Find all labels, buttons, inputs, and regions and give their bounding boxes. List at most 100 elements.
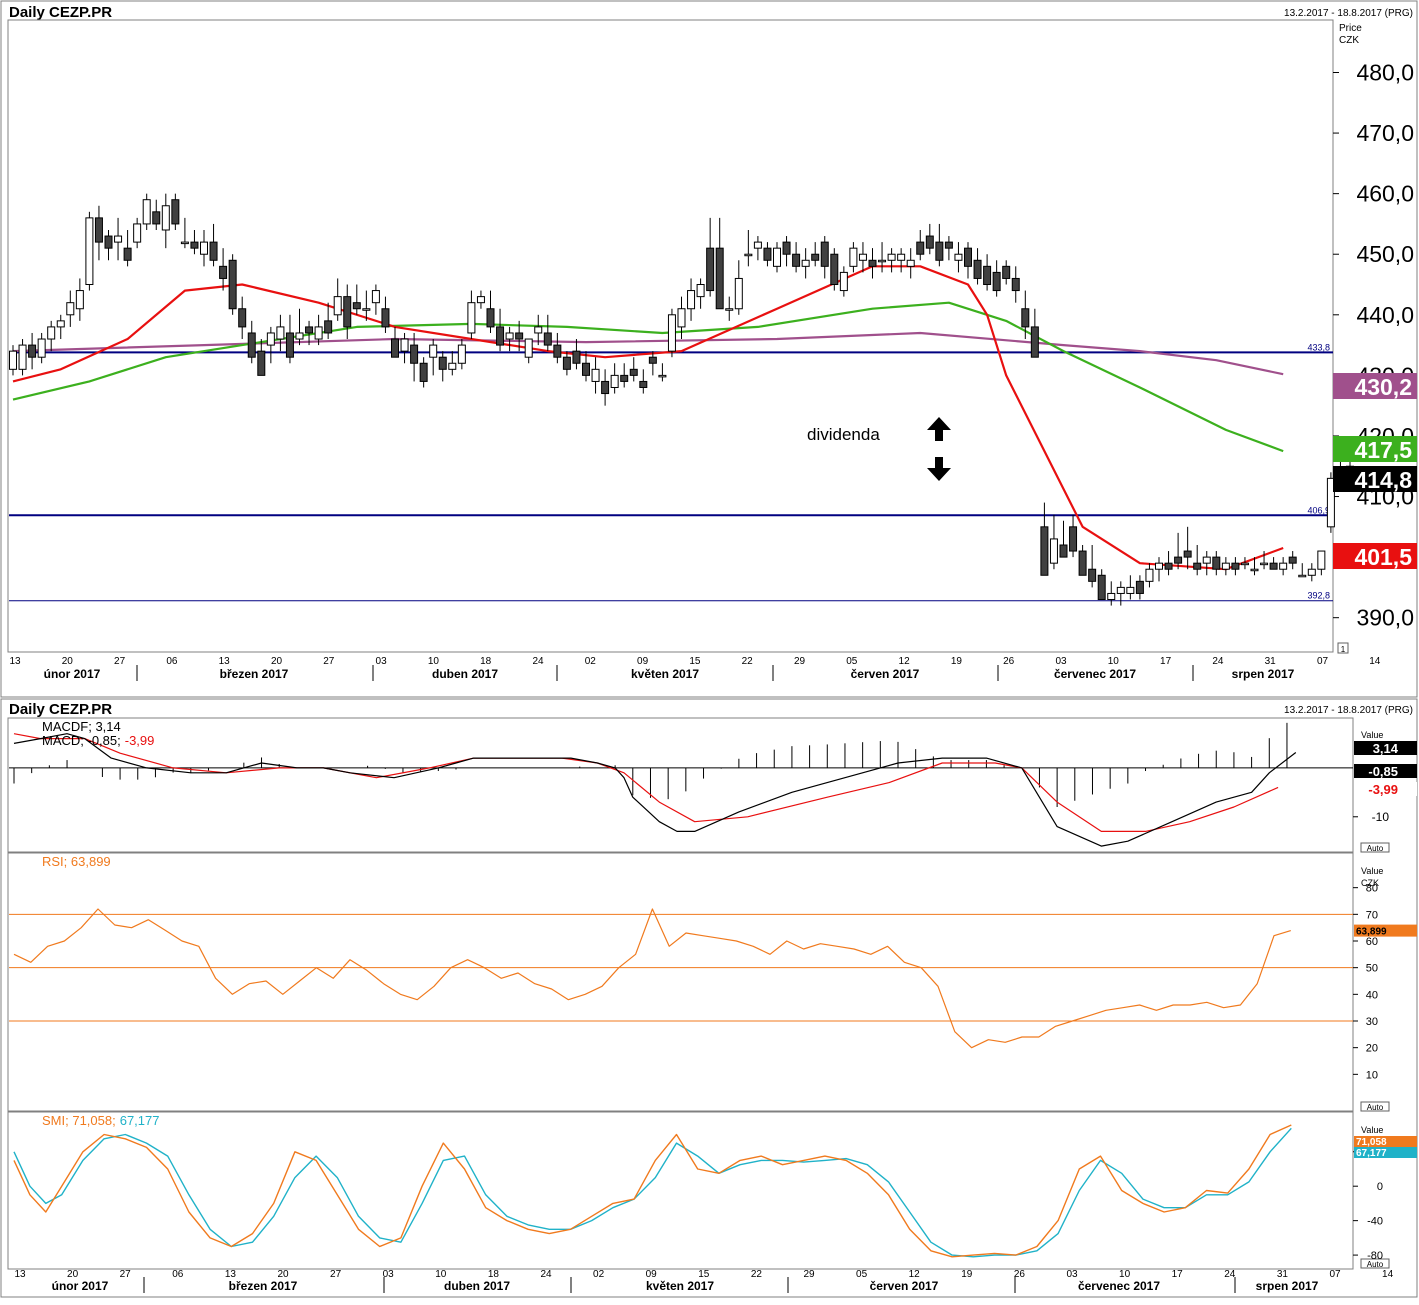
candle-body [648, 356, 657, 364]
smi-line [13, 1124, 1292, 1258]
bottom-time-axis: 13 20 27 06 13 20 27 03 10 18 24 02 09 15 22 29 05 12 19 26… [14, 1269, 1394, 1293]
candle-body [314, 326, 323, 340]
horizontal-line-label: 433,8 [1307, 342, 1330, 352]
candle-body [744, 253, 753, 257]
rsi-tick-label: 60 [1366, 936, 1378, 948]
candle-body [391, 338, 399, 358]
ma-red-line [12, 265, 1284, 571]
last-value-badges: 430,2 417,5 414,8 401,5 [1333, 373, 1417, 570]
smi-tick-label: -40 [1367, 1216, 1383, 1228]
candle-body [897, 253, 906, 261]
day-tick-label: 19 [961, 1269, 973, 1280]
bottom-panel-border [0, 698, 1418, 1298]
day-tick-label: 24 [1224, 1269, 1236, 1280]
rsi-tick-label: 20 [1366, 1043, 1378, 1055]
macdf-legend: MACDF; 3,14 [42, 719, 121, 734]
ma-green-line [12, 301, 1284, 453]
rsi-czk-label: CZK [1361, 878, 1379, 888]
day-tick-label: 20 [62, 656, 74, 667]
day-tick-label: 24 [1212, 656, 1224, 667]
month-label: únor 2017 [52, 1279, 109, 1293]
day-tick-label: 26 [1003, 656, 1015, 667]
macd-last-value-label: -3,99 [1368, 782, 1398, 797]
dividend-annotation: dividenda [807, 425, 880, 444]
day-tick-label: 10 [1108, 656, 1120, 667]
macd-value-label: Value [1361, 730, 1383, 740]
day-tick-label: 20 [67, 1269, 79, 1280]
candle-body [1155, 562, 1163, 570]
candle-body [935, 241, 944, 261]
candle-body [276, 326, 285, 340]
candle-body [878, 259, 887, 263]
price-tick-label: 390,0 [1356, 605, 1414, 631]
candle-body [1260, 562, 1269, 566]
day-tick-label: 03 [1066, 1269, 1078, 1280]
candle-body [1097, 574, 1106, 601]
scale-toggle-label: 1 [1341, 645, 1346, 654]
candle-body [1059, 544, 1068, 558]
candle-body [992, 271, 1001, 292]
day-tick-label: 31 [1277, 1269, 1289, 1280]
day-tick-label: 29 [803, 1269, 815, 1280]
arrow-up-icon [927, 417, 951, 441]
candle-body [410, 344, 419, 364]
candle-body [782, 241, 791, 255]
day-tick-label: 10 [1119, 1269, 1131, 1280]
candle-body [104, 235, 113, 249]
day-tick-label: 18 [488, 1269, 500, 1280]
candle-body [763, 247, 772, 261]
candle-body [1011, 277, 1020, 292]
candle-body [266, 332, 275, 346]
scale-toggle-icon[interactable] [1337, 642, 1349, 654]
candle-body [983, 265, 992, 286]
horizontal-line-label: 392,8 [1307, 591, 1330, 601]
candle-body [572, 350, 581, 364]
day-tick-label: 27 [114, 656, 126, 667]
last-value-badge [1333, 436, 1417, 462]
last-value-badge [1333, 373, 1417, 399]
candle-body [601, 380, 610, 395]
candle-body [1326, 477, 1335, 528]
rsi-last-value-badge [1354, 924, 1417, 937]
rsi-auto-button[interactable] [1360, 1101, 1390, 1112]
rsi-line [13, 908, 1291, 1049]
day-tick-label: 29 [794, 656, 806, 667]
macd-auto-button[interactable] [1360, 842, 1390, 853]
candlestick-series [9, 193, 1354, 606]
day-tick-label: 10 [428, 656, 440, 667]
top-time-axis: 13 20 27 06 13 20 27 03 10 18 24 02 09 15 22 29 05 12 19 26… [9, 656, 1381, 681]
candle-body [209, 241, 218, 261]
candle-body [467, 302, 476, 334]
candle-body [1231, 562, 1240, 570]
candle-body [457, 344, 466, 364]
smi-last-value-badge [1354, 1147, 1417, 1158]
rsi-auto-label: Auto [1367, 1103, 1384, 1112]
day-tick-label: 19 [951, 656, 963, 667]
rsi-tick-label: 10 [1366, 1069, 1378, 1081]
candle-body [629, 368, 638, 376]
day-tick-label: 27 [323, 656, 335, 667]
candle-body [973, 259, 982, 279]
day-tick-label: 27 [120, 1269, 132, 1280]
day-tick-label: 13 [219, 656, 231, 667]
candle-body [324, 320, 333, 334]
candle-body [1049, 538, 1058, 564]
candle-body [706, 247, 715, 292]
top-panel-border [0, 0, 1418, 698]
bottom-date-range: 13.2.2017 - 18.8.2017 (PRG) [1284, 705, 1413, 716]
day-tick-label: 13 [9, 656, 21, 667]
macd-signal-line [13, 733, 1279, 832]
candle-body [247, 332, 256, 358]
candle-body [715, 247, 724, 310]
candle-body [1221, 562, 1230, 570]
candle-body [534, 326, 543, 334]
candle-body [28, 344, 37, 358]
candle-body [553, 344, 562, 358]
month-label: březen 2017 [220, 667, 289, 681]
macd-tick-label: -10 [1372, 810, 1390, 824]
day-tick-label: 13 [225, 1269, 237, 1280]
smi-auto-button[interactable] [1360, 1258, 1390, 1269]
month-label: březen 2017 [229, 1279, 298, 1293]
